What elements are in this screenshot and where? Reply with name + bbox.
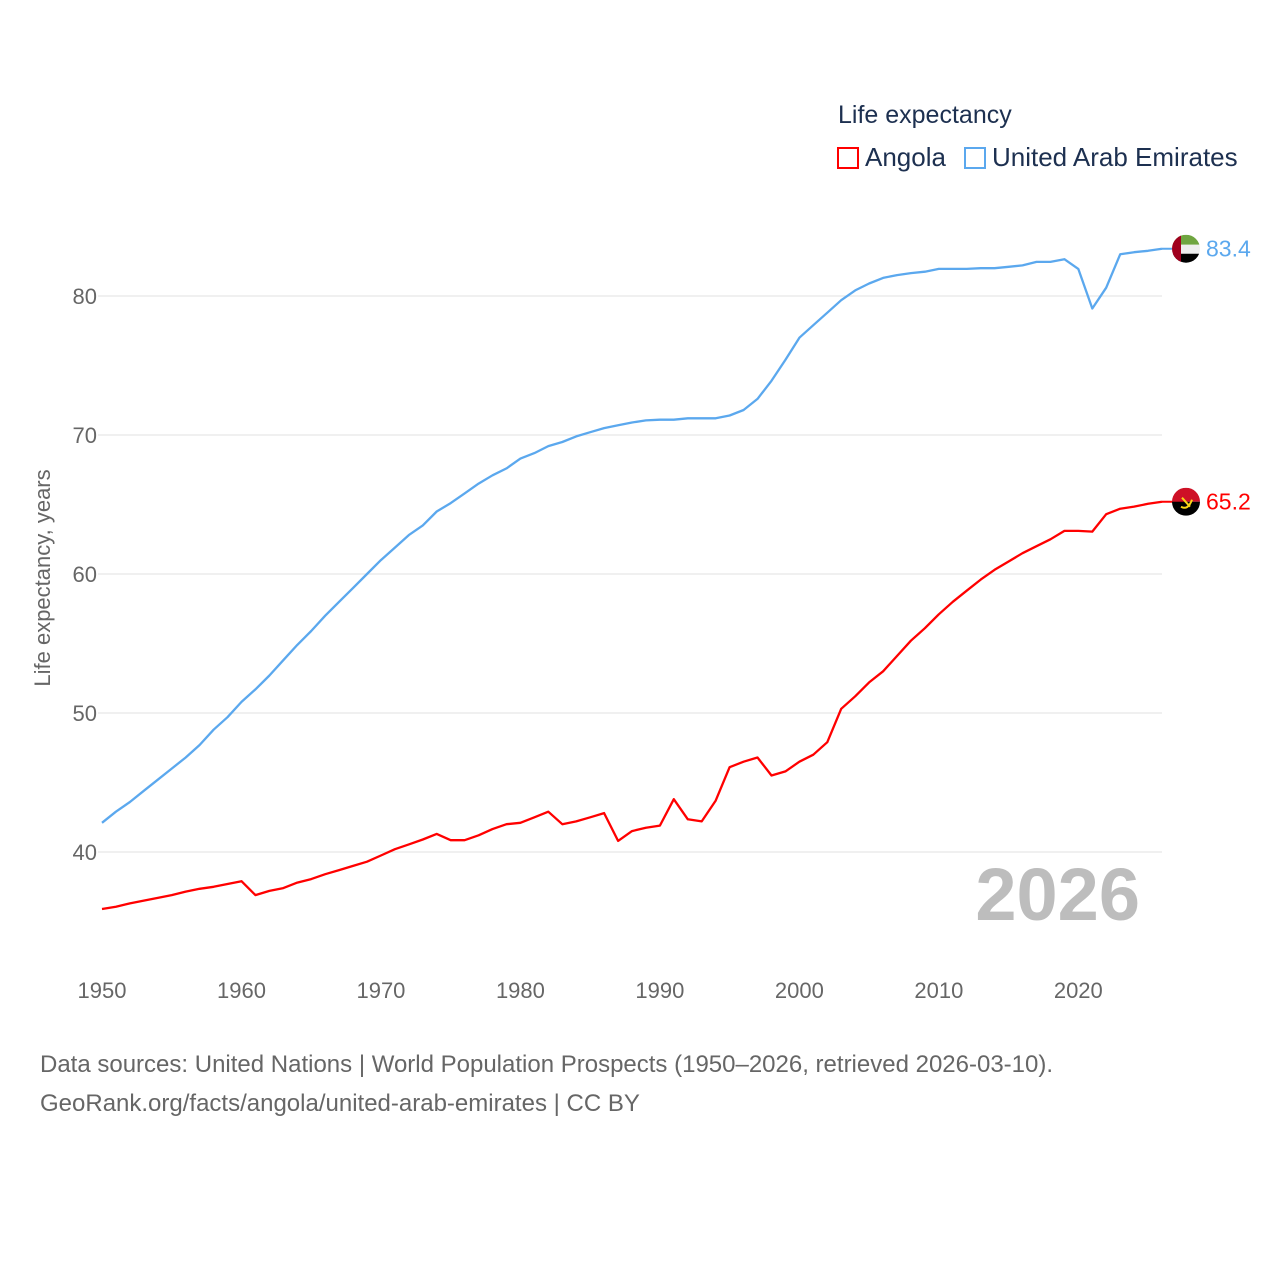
uae-flag-icon <box>1172 234 1200 263</box>
source-link[interactable]: GeoRank.org/facts/angola/united-arab-emi… <box>40 1090 640 1117</box>
y-tick-label: 60 <box>73 562 97 587</box>
x-tick-label: 1980 <box>496 978 545 1003</box>
x-tick-label: 2020 <box>1054 978 1103 1003</box>
legend-label: United Arab Emirates <box>991 142 1238 172</box>
end-value-label: 83.4 <box>1206 236 1251 262</box>
y-tick-label: 50 <box>73 701 97 726</box>
y-tick-label: 40 <box>73 840 97 865</box>
x-tick-label: 1970 <box>356 978 405 1003</box>
x-tick-label: 2000 <box>775 978 824 1003</box>
source-line: Data sources: United Nations | World Pop… <box>40 1051 1054 1078</box>
y-tick-label: 80 <box>73 284 97 309</box>
legend-title: Life expectancy <box>838 101 1012 129</box>
legend-item-uae[interactable]: United Arab Emirates <box>963 142 1238 173</box>
y-tick-label: 70 <box>73 423 97 448</box>
x-tick-label: 1950 <box>78 978 127 1003</box>
angola-flag-icon <box>1172 487 1200 516</box>
legend-swatch-angola <box>837 146 859 169</box>
legend-item-angola[interactable]: Angola <box>837 142 946 173</box>
y-axis-label: Life expectancy, years <box>30 469 55 686</box>
x-tick-label: 1960 <box>217 978 266 1003</box>
series-line-angola <box>101 500 1163 911</box>
legend-label: Angola <box>865 142 946 172</box>
year-watermark: 2026 <box>975 853 1140 936</box>
end-value-label: 65.2 <box>1206 489 1251 515</box>
x-tick-label: 2010 <box>914 978 963 1003</box>
legend: Angola United Arab Emirates <box>837 142 1256 173</box>
x-tick-label: 1990 <box>635 978 684 1003</box>
line-chart: 40 50 60 70 80 1950 1960 1970 1980 1990 2000 2010 2… <box>30 234 1251 1003</box>
source-note: Data sources: United Nations | World Pop… <box>40 1045 1053 1123</box>
series-line-uae <box>101 247 1163 824</box>
legend-swatch-uae <box>963 146 986 169</box>
